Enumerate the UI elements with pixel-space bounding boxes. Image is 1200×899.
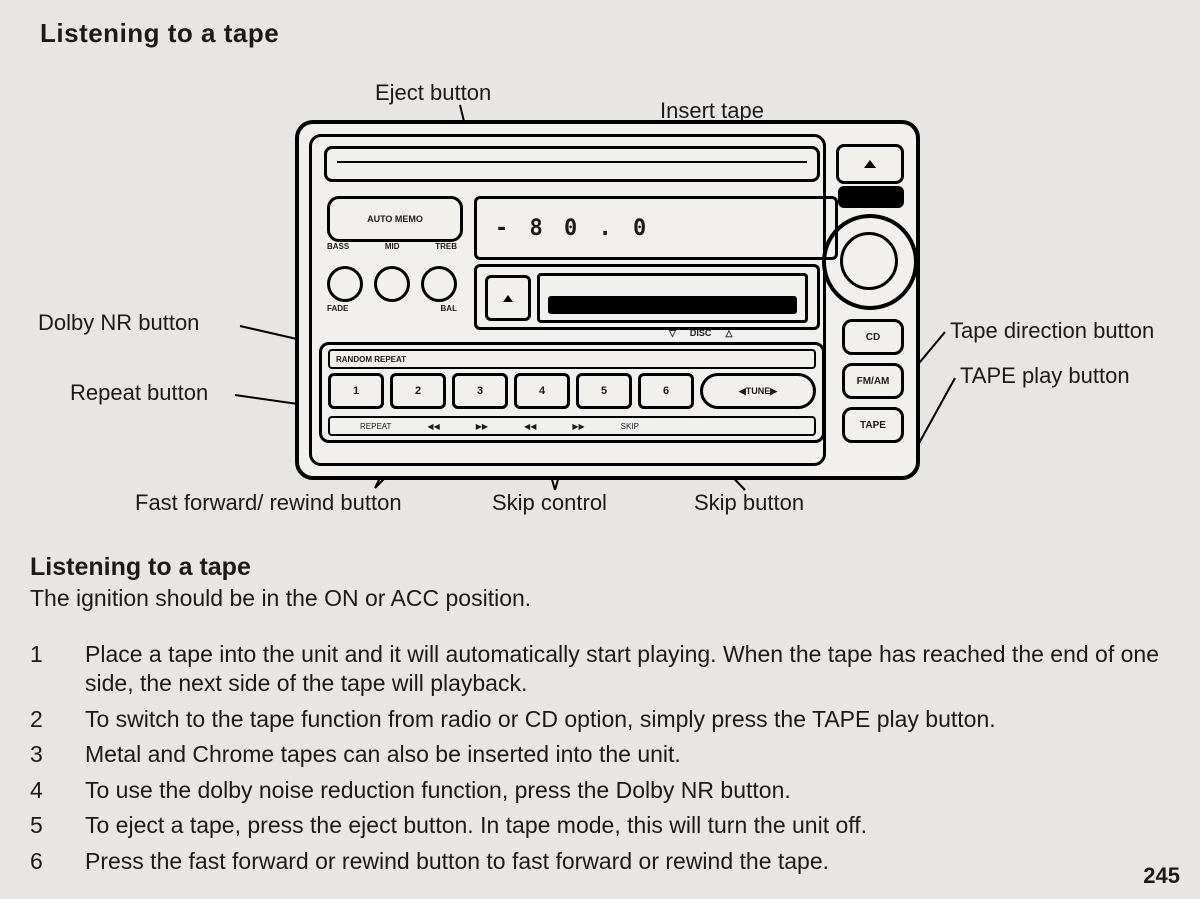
callout-tape-play: TAPE play button bbox=[960, 363, 1130, 389]
pwr-vol-label bbox=[838, 186, 904, 208]
mode-buttons: CD FM/AM TAPE bbox=[842, 319, 904, 443]
auto-memo-button: AUTO MEMO bbox=[327, 196, 463, 242]
callout-tape-direction: Tape direction button bbox=[950, 318, 1154, 344]
step-row: 4To use the dolby noise reduction functi… bbox=[30, 776, 1170, 805]
fmam-button: FM/AM bbox=[842, 363, 904, 399]
cd-eject-button bbox=[836, 144, 904, 184]
step-number: 1 bbox=[30, 640, 85, 699]
step-row: 6Press the fast forward or rewind button… bbox=[30, 847, 1170, 876]
step-row: 5To eject a tape, press the eject button… bbox=[30, 811, 1170, 840]
callout-skip-button: Skip button bbox=[694, 490, 804, 516]
radio-diagram: Eject button Insert tape Dolby NR button… bbox=[0, 70, 1200, 540]
step-text: Metal and Chrome tapes can also be inser… bbox=[85, 740, 1170, 769]
disc-label-row: ▽DISC△ bbox=[669, 328, 732, 339]
preset-3: 3 bbox=[452, 373, 508, 409]
page-number: 245 bbox=[1143, 863, 1180, 889]
preset-2: 2 bbox=[390, 373, 446, 409]
mid-knob bbox=[374, 266, 410, 302]
eq-labels-bot: FADE BAL bbox=[327, 304, 457, 313]
preset-4: 4 bbox=[514, 373, 570, 409]
step-text: Press the fast forward or rewind button … bbox=[85, 847, 1170, 876]
callout-repeat: Repeat button bbox=[70, 380, 208, 406]
strip-bottom-row: REPEAT ◀◀▶▶◀◀▶▶ SKIP bbox=[328, 416, 816, 436]
label-random-repeat: RANDOM REPEAT bbox=[336, 355, 406, 364]
cassette-slot bbox=[537, 273, 808, 323]
callout-ffrw: Fast forward/ rewind button bbox=[135, 490, 402, 516]
manual-page: Listening to a tape Eject button Insert … bbox=[0, 0, 1200, 899]
label-disc: DISC bbox=[690, 328, 712, 339]
preset-5: 5 bbox=[576, 373, 632, 409]
cd-button: CD bbox=[842, 319, 904, 355]
step-row: 2To switch to the tape function from rad… bbox=[30, 705, 1170, 734]
label-skip: SKIP bbox=[621, 422, 639, 431]
section-subtitle: Listening to a tape bbox=[30, 553, 251, 582]
bass-knob bbox=[327, 266, 363, 302]
step-text: Place a tape into the unit and it will a… bbox=[85, 640, 1170, 699]
page-title: Listening to a tape bbox=[40, 18, 279, 49]
tape-slot-area bbox=[474, 264, 820, 330]
label-bal: BAL bbox=[441, 304, 457, 313]
step-row: 1Place a tape into the unit and it will … bbox=[30, 640, 1170, 699]
preset-row: 1 2 3 4 5 6 ◀ TUNE ▶ bbox=[328, 373, 816, 409]
preset-strip: RANDOM REPEAT 1 2 3 4 5 6 ◀ TUNE ▶ REPEA… bbox=[319, 342, 825, 443]
step-number: 4 bbox=[30, 776, 85, 805]
instruction-steps: 1Place a tape into the unit and it will … bbox=[30, 640, 1170, 882]
step-row: 3Metal and Chrome tapes can also be inse… bbox=[30, 740, 1170, 769]
step-number: 5 bbox=[30, 811, 85, 840]
step-text: To eject a tape, press the eject button.… bbox=[85, 811, 1170, 840]
tune-button: ◀ TUNE ▶ bbox=[700, 373, 816, 409]
callout-dolby: Dolby NR button bbox=[38, 310, 199, 336]
label-tune: TUNE bbox=[746, 386, 771, 396]
callout-skip-control: Skip control bbox=[492, 490, 607, 516]
cd-slot bbox=[324, 146, 820, 182]
preset-6: 6 bbox=[638, 373, 694, 409]
treble-knob bbox=[421, 266, 457, 302]
step-number: 3 bbox=[30, 740, 85, 769]
callout-eject: Eject button bbox=[375, 80, 491, 106]
tape-eject-button bbox=[485, 275, 531, 321]
label-repeat: REPEAT bbox=[360, 422, 391, 431]
stereo-unit: AUTO MEMO BASS MID TREB FADE BAL - 8 0 .… bbox=[295, 120, 920, 480]
tape-button: TAPE bbox=[842, 407, 904, 443]
lcd-display: - 8 0 . 0 bbox=[474, 196, 838, 260]
label-fade: FADE bbox=[327, 304, 348, 313]
step-number: 2 bbox=[30, 705, 85, 734]
step-number: 6 bbox=[30, 847, 85, 876]
step-text: To switch to the tape function from radi… bbox=[85, 705, 1170, 734]
step-text: To use the dolby noise reduction functio… bbox=[85, 776, 1170, 805]
intro-text: The ignition should be in the ON or ACC … bbox=[30, 585, 531, 612]
preset-1: 1 bbox=[328, 373, 384, 409]
strip-top-row: RANDOM REPEAT bbox=[328, 349, 816, 369]
